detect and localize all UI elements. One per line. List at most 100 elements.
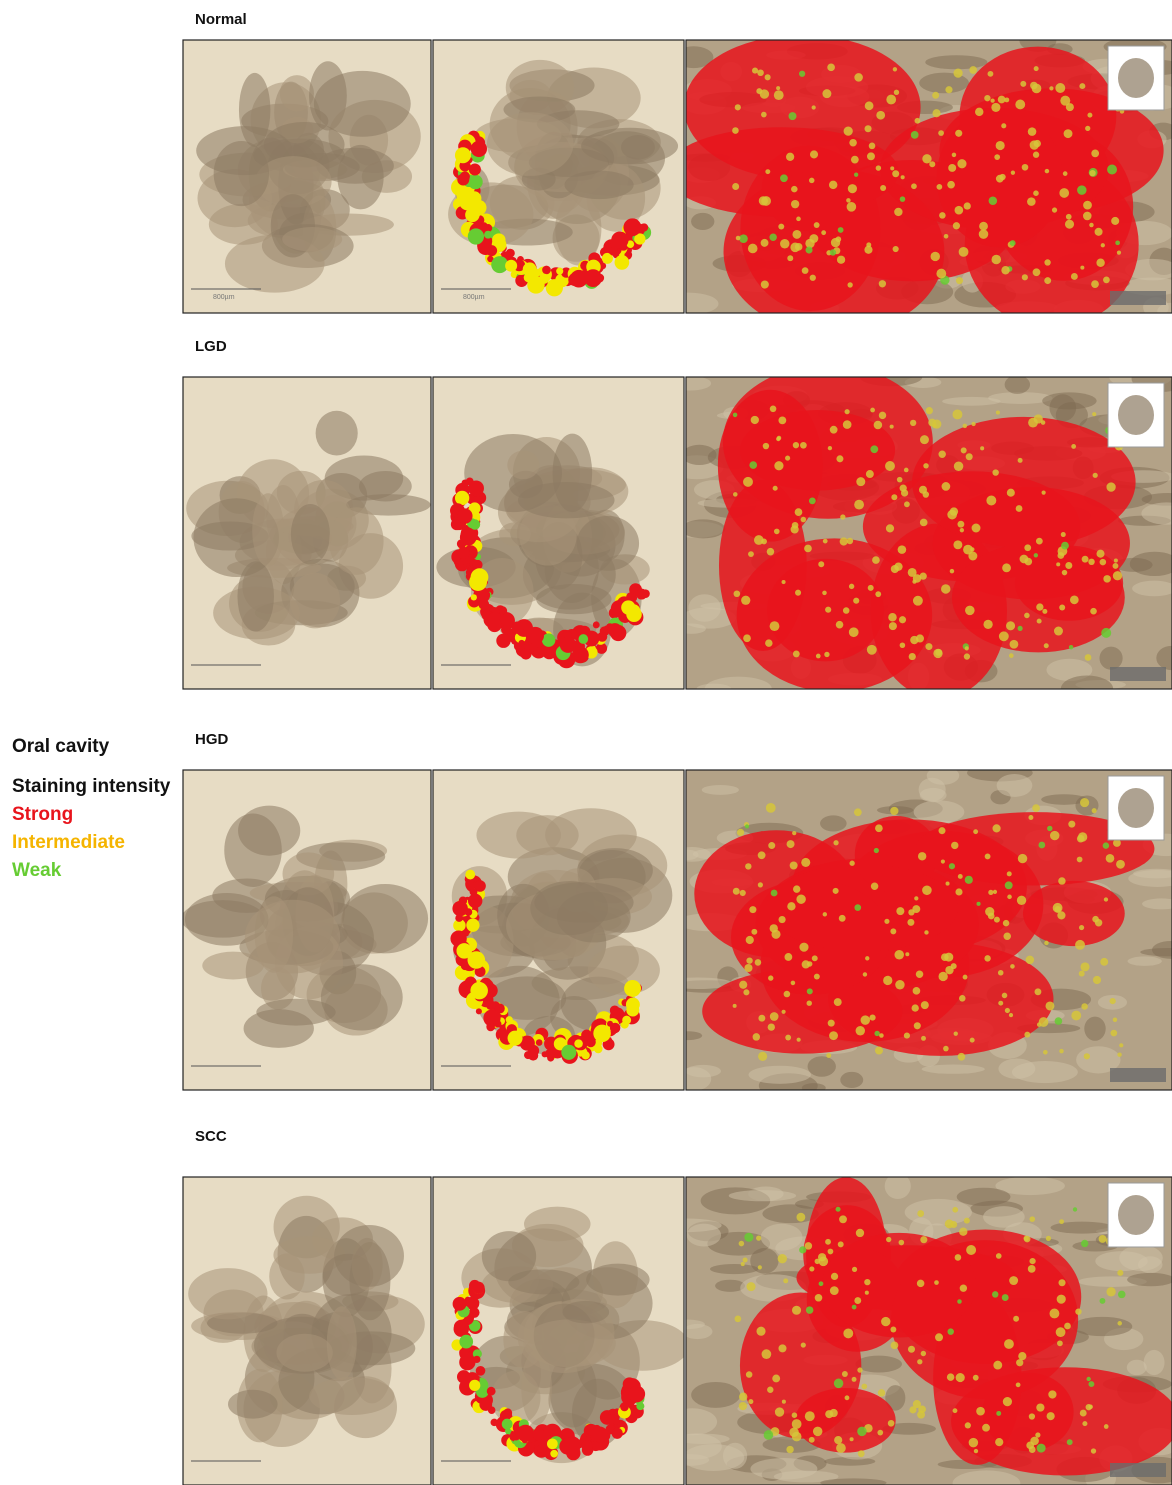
- cell: [894, 90, 899, 95]
- cell: [964, 202, 971, 209]
- cell: [1039, 1017, 1049, 1027]
- cell: [932, 109, 940, 117]
- cell: [799, 71, 805, 77]
- cell: [1091, 280, 1099, 288]
- cell: [800, 442, 807, 449]
- cell: [1071, 1011, 1081, 1021]
- cell: [1103, 575, 1111, 583]
- cell: [854, 808, 862, 816]
- cell: [797, 1038, 801, 1042]
- cell: [869, 1015, 875, 1021]
- cell: [954, 1031, 958, 1035]
- cell: [749, 906, 756, 913]
- legend-item: Weak: [12, 860, 62, 881]
- cell: [1106, 1287, 1115, 1296]
- cell: [866, 242, 871, 247]
- cell: [801, 1342, 806, 1347]
- cell: [1042, 491, 1046, 495]
- cell: [812, 955, 818, 961]
- stain-overlay: [572, 646, 589, 663]
- cell: [836, 1207, 841, 1212]
- stain-overlay: [594, 1045, 603, 1054]
- cell: [923, 491, 929, 497]
- cell: [910, 420, 916, 426]
- cell: [744, 1233, 753, 1242]
- cell: [893, 246, 899, 252]
- cell: [733, 888, 740, 895]
- cell: [972, 524, 981, 533]
- stain-overlay: [636, 1402, 644, 1410]
- stain-overlay: [496, 634, 510, 648]
- cell: [959, 247, 969, 257]
- cell: [809, 497, 816, 504]
- cell: [828, 1249, 834, 1255]
- cell: [758, 1265, 762, 1269]
- cell: [1024, 544, 1031, 551]
- cell: [756, 1235, 761, 1240]
- cell: [850, 1437, 854, 1441]
- cell: [1066, 214, 1072, 220]
- cell: [746, 957, 752, 963]
- cell: [979, 222, 988, 231]
- cell: [953, 222, 960, 229]
- cell: [965, 876, 973, 884]
- cell: [1089, 170, 1095, 176]
- tissue-texture: [1051, 1222, 1114, 1234]
- cell: [942, 482, 951, 491]
- cell: [838, 227, 844, 233]
- cell: [998, 970, 1004, 976]
- cell: [792, 1419, 802, 1429]
- tissue: [499, 522, 531, 546]
- cell: [975, 108, 983, 116]
- tissue-texture: [997, 774, 1033, 797]
- tissue: [291, 504, 330, 565]
- cell: [1010, 240, 1016, 246]
- cell: [780, 174, 788, 182]
- stain-overlay: [584, 269, 602, 287]
- cell: [829, 181, 837, 189]
- cell: [1056, 1327, 1066, 1337]
- cell: [1092, 916, 1099, 923]
- cell: [917, 1280, 925, 1288]
- cell: [828, 1020, 835, 1027]
- stain-overlay: [559, 1438, 576, 1455]
- cell: [956, 1373, 965, 1382]
- cell: [909, 653, 916, 660]
- cell: [969, 66, 977, 74]
- cell: [910, 636, 918, 644]
- cell: [979, 229, 989, 239]
- cell: [779, 916, 786, 923]
- stain-overlay: [636, 589, 647, 600]
- cell: [890, 1327, 896, 1333]
- stain-overlay: [459, 1335, 473, 1349]
- stain-overlay: [469, 573, 487, 591]
- micrograph: [181, 770, 431, 1090]
- cell: [1111, 1030, 1118, 1037]
- cell: [863, 972, 867, 976]
- cell: [991, 103, 1000, 112]
- cell: [762, 1349, 772, 1359]
- cell: [851, 156, 859, 164]
- cell: [973, 1375, 979, 1381]
- tissue-texture: [905, 1199, 972, 1226]
- cell: [833, 888, 839, 894]
- cell: [984, 955, 990, 961]
- cell: [1057, 1340, 1063, 1346]
- cell: [964, 1218, 970, 1224]
- cell: [879, 280, 886, 287]
- cell: [824, 652, 829, 657]
- cell: [1018, 458, 1023, 463]
- cell: [961, 447, 967, 453]
- cell: [998, 1001, 1003, 1006]
- cell: [774, 461, 783, 470]
- cell: [947, 1328, 953, 1334]
- cell: [890, 166, 894, 170]
- cell: [853, 598, 859, 604]
- tissue: [329, 507, 384, 575]
- cell: [1095, 228, 1103, 236]
- cell: [1117, 1053, 1121, 1057]
- stain-overlay: [546, 279, 563, 296]
- cell: [900, 642, 906, 648]
- cell: [857, 1427, 867, 1437]
- page: Oral cavity Staining intensity StrongInt…: [0, 0, 1172, 1485]
